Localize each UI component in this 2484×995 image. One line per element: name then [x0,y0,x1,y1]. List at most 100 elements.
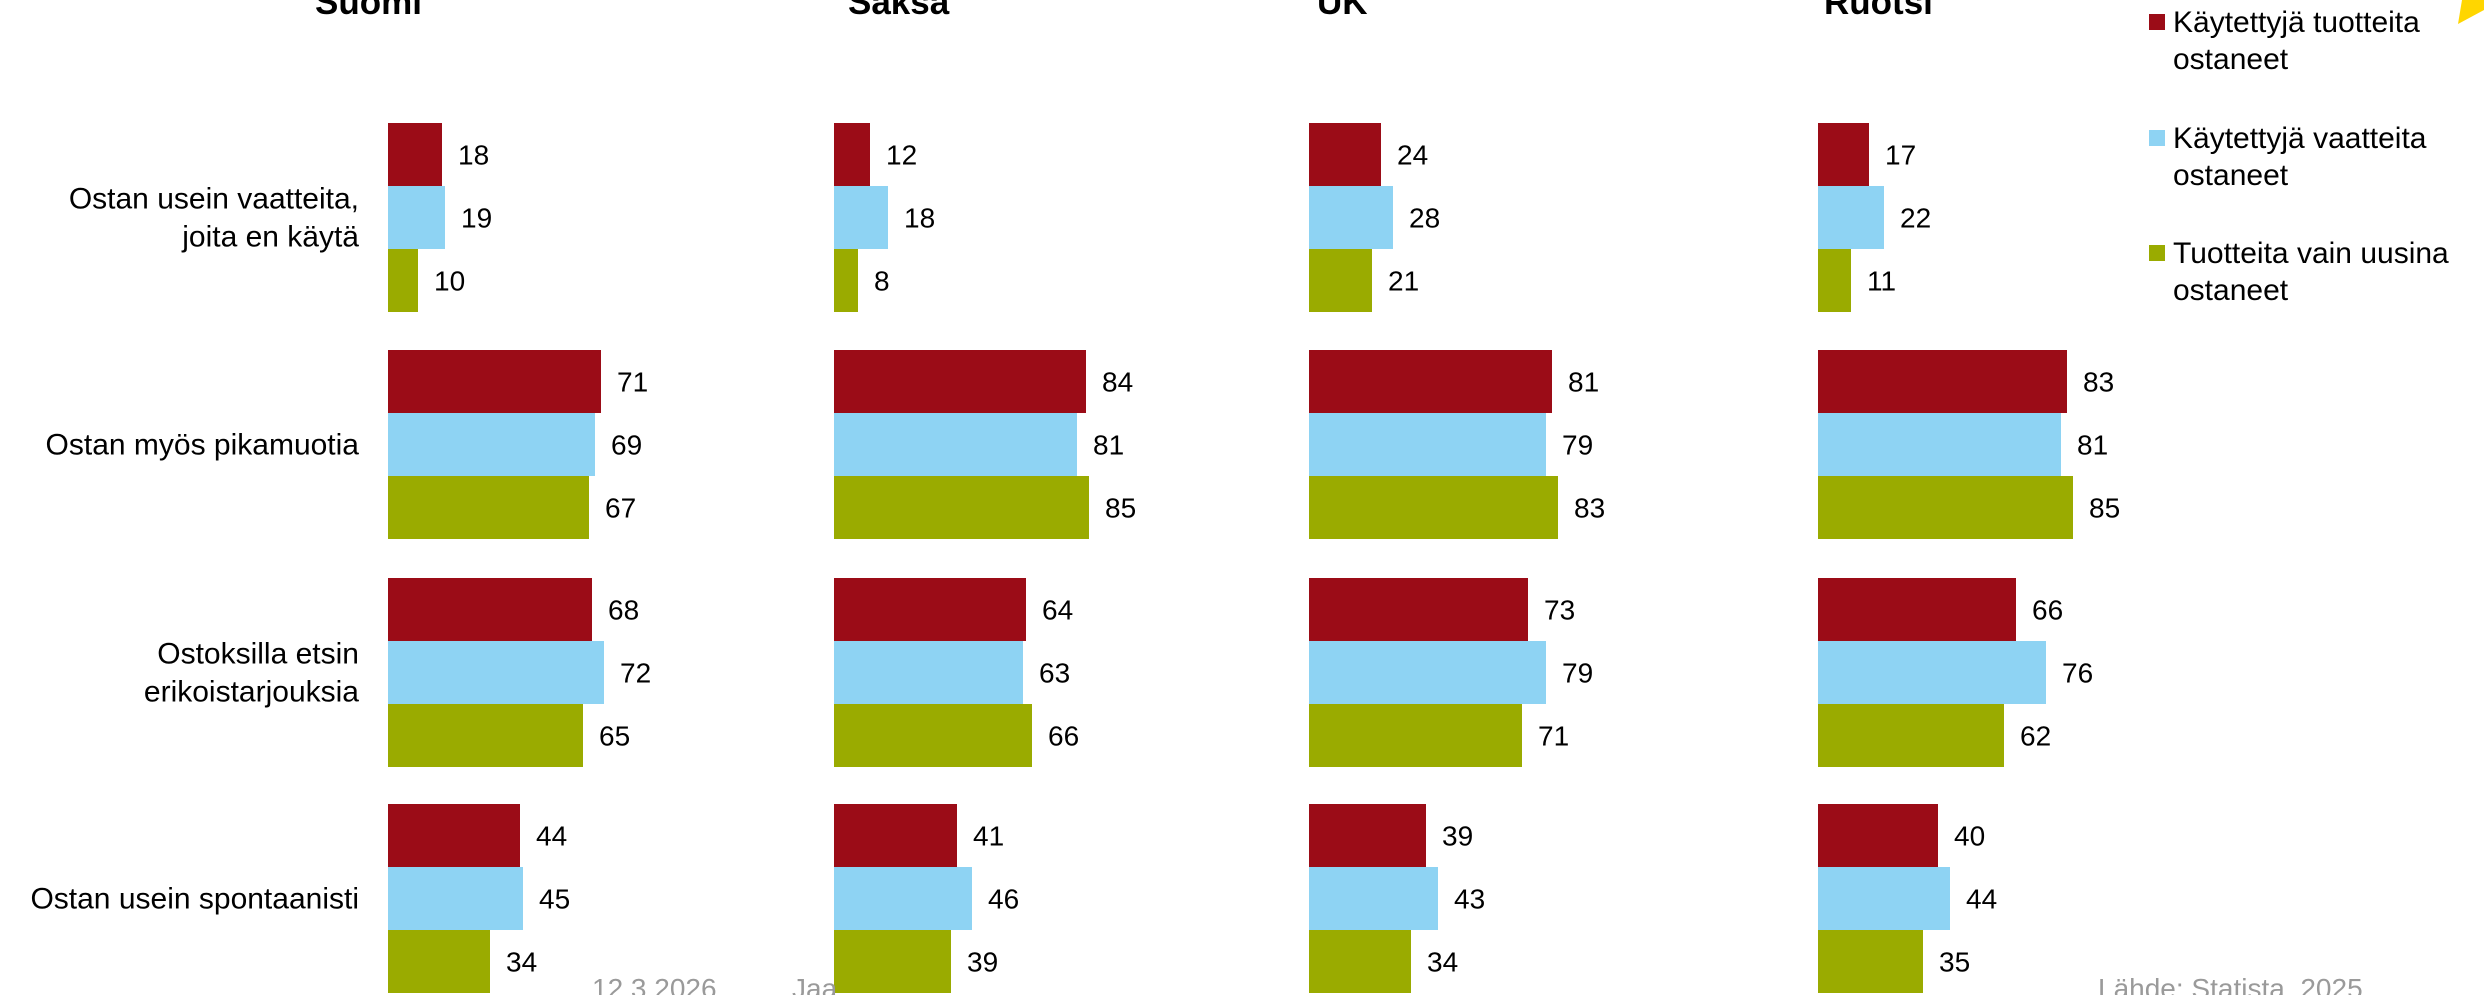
category-labels: Ostan usein vaatteita, joita en käytä Osta… [30,183,359,916]
data-label: 28 [1409,203,1440,234]
bar [834,249,858,312]
bar [1818,867,1950,930]
bar [1309,704,1522,767]
bar [834,704,1032,767]
data-label: 18 [458,140,489,171]
bar [834,186,888,249]
data-label: 65 [599,721,630,752]
bar [388,804,520,867]
data-label: 85 [2089,493,2120,524]
data-label: 63 [1039,658,1070,689]
panel-suomi: Suomi 18 19 10 71 69 67 68 72 65 44 45 34 [315,0,651,993]
bar [388,476,589,539]
data-label: 79 [1562,430,1593,461]
data-label: 40 [1954,821,1985,852]
bar [1818,249,1851,312]
data-label: 8 [874,266,890,297]
bar [388,930,490,993]
data-label: 34 [506,947,537,978]
panel-saksa: Saksa 12 18 8 84 81 85 64 63 66 41 46 39 [834,0,1136,993]
bar [1818,123,1869,186]
data-label: 83 [2083,367,2114,398]
data-label: 81 [1093,430,1124,461]
bar [1309,867,1438,930]
footer-date: 12.3.2026 [592,973,717,995]
legend: Käytettyjä tuotteita ostaneet Käytettyjä v… [2149,6,2449,307]
data-label: 71 [1538,721,1569,752]
bar [1818,350,2067,413]
bar [834,867,972,930]
data-label: 41 [973,821,1004,852]
data-label: 73 [1544,595,1575,626]
bar [388,704,583,767]
legend-label: Käytettyjä vaatteita ostaneet [2173,122,2427,192]
legend-item: Käytettyjä vaatteita ostaneet [2149,122,2427,192]
data-label: 35 [1939,947,1970,978]
data-label: 81 [2077,430,2108,461]
data-label: 34 [1427,947,1458,978]
data-label: 68 [608,595,639,626]
bar [388,350,601,413]
bar [1818,578,2016,641]
data-label: 79 [1562,658,1593,689]
bar [834,578,1026,641]
category-label: Ostan usein vaatteita, joita en käytä [69,183,359,254]
data-label: 83 [1574,493,1605,524]
bar [1309,476,1558,539]
bar [1309,804,1426,867]
data-label: 84 [1102,367,1133,398]
legend-item: Tuotteita vain uusina ostaneet [2149,237,2449,307]
data-label: 66 [2032,595,2063,626]
data-label: 67 [605,493,636,524]
panel-title: Saksa [848,0,950,22]
bar [1818,930,1923,993]
legend-label: Tuotteita vain uusina ostaneet [2173,237,2449,307]
category-label: Ostoksilla etsin erikoistarjouksia [144,638,359,709]
bar [834,413,1077,476]
panel-title: Suomi [315,0,422,22]
bar [1818,704,2004,767]
legend-swatch [2149,14,2165,30]
bar [1818,476,2073,539]
bar [1818,413,2061,476]
data-label: 10 [434,266,465,297]
data-label: 12 [886,140,917,171]
data-label: 11 [1867,266,1896,297]
bar [834,930,951,993]
footer-author: Jaa [792,973,838,995]
data-label: 18 [904,203,935,234]
data-label: 64 [1042,595,1073,626]
bar [834,350,1086,413]
bar [1309,641,1546,704]
bar [1309,249,1372,312]
bar [388,578,592,641]
data-label: 44 [536,821,567,852]
bar [834,476,1089,539]
panel-ruotsi: Ruotsi 17 22 11 83 81 85 66 76 62 40 44 35 [1818,0,2120,993]
bar [1818,804,1938,867]
bar [1309,930,1411,993]
bar [1309,123,1381,186]
data-label: 45 [539,884,570,915]
bar [388,249,418,312]
bar [388,641,604,704]
data-label: 21 [1388,266,1419,297]
legend-item: Käytettyjä tuotteita ostaneet [2149,6,2420,76]
bar [1309,186,1393,249]
bar [388,123,442,186]
bar [834,641,1023,704]
bar [834,123,870,186]
chart-panels: Suomi 18 19 10 71 69 67 68 72 65 44 45 34 Saksa 12 18 8 8… [315,0,2120,993]
corner-accent [2458,0,2484,24]
bar [1309,578,1528,641]
panel-title: UK [1317,0,1368,22]
data-label: 69 [611,430,642,461]
data-label: 17 [1885,140,1916,171]
legend-swatch [2149,130,2165,146]
data-label: 72 [620,658,651,689]
data-label: 39 [967,947,998,978]
legend-label: Käytettyjä tuotteita ostaneet [2173,6,2420,76]
data-label: 71 [617,367,648,398]
data-label: 62 [2020,721,2051,752]
